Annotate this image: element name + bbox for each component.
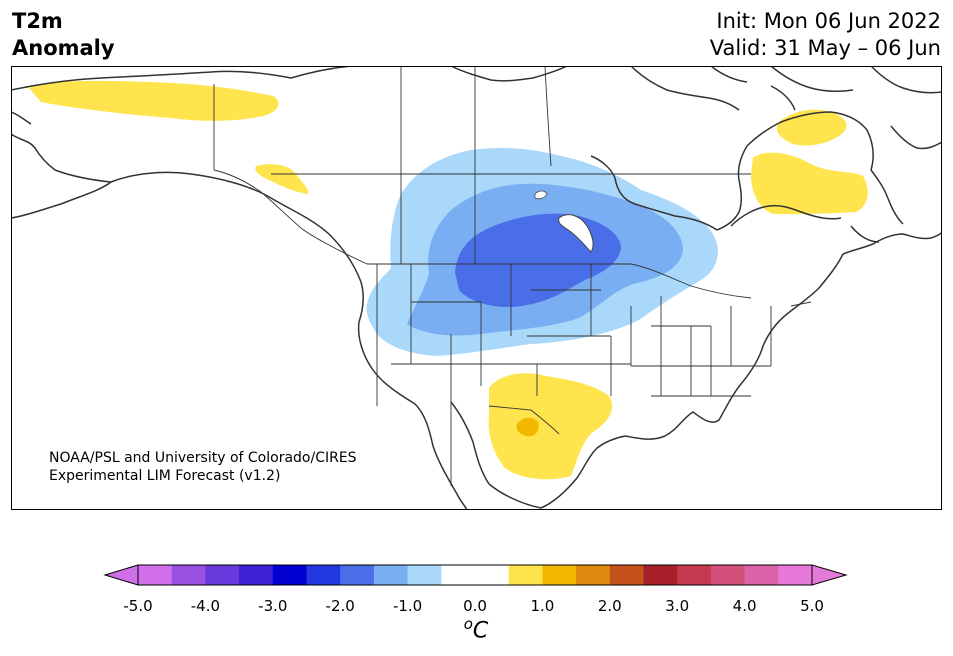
colorbar (103, 564, 848, 586)
warm-anomaly-alaska (29, 80, 279, 121)
warm-anomaly-texas-core (516, 417, 539, 437)
colorbar-segment (306, 565, 341, 585)
anomaly-map (11, 66, 942, 510)
forecast-dates: Init: Mon 06 Jun 2022 Valid: 31 May – 06… (710, 8, 941, 62)
colorbar-tick-label: 0.0 (463, 597, 487, 615)
colorbar-over-triangle (811, 564, 848, 586)
coastlines (11, 66, 942, 510)
colorbar-tick-label: 5.0 (800, 597, 824, 615)
colorbar-tick-label: -1.0 (392, 597, 423, 615)
colorbar-outline (137, 564, 813, 586)
warm-anomaly-labrador (776, 109, 847, 146)
lake-manitoba (534, 190, 548, 200)
colorbar-segment (239, 565, 274, 585)
colorbar-segment (643, 565, 678, 585)
unit-celsius: C (472, 618, 489, 644)
colorbar-segment (542, 565, 577, 585)
colorbar-tick-label: -3.0 (258, 597, 288, 615)
map-title: T2m Anomaly (12, 8, 115, 62)
colorbar-unit: oC (464, 615, 489, 643)
colorbar-segment (609, 565, 645, 585)
colorbar-under-triangle (103, 564, 139, 586)
colorbar-tick-label: -5.0 (123, 597, 153, 615)
colorbar-segment (778, 565, 813, 585)
unit-degree: o (463, 615, 473, 633)
colorbar-segment (744, 565, 779, 585)
colorbar-segment (373, 565, 409, 585)
title-variable: T2m (12, 9, 63, 33)
colorbar-segment (340, 565, 375, 585)
colorbar-segment (272, 565, 308, 585)
colorbar-segment (138, 565, 173, 585)
init-date: Init: Mon 06 Jun 2022 (716, 9, 941, 33)
borders (213, 66, 812, 486)
colorbar-segment (205, 565, 240, 585)
colorbar-tick-label: 1.0 (530, 597, 555, 615)
lake-winnipeg (558, 214, 594, 253)
valid-range: Valid: 31 May – 06 Jun (709, 36, 941, 60)
colorbar-tick-label: -4.0 (190, 597, 221, 615)
colorbar-tick-label: 2.0 (597, 597, 622, 615)
colorbar-segments (138, 565, 813, 585)
colorbar-tick-label: 3.0 (665, 597, 690, 615)
colorbar-segment (441, 565, 476, 585)
warm-anomaly-yukon (255, 164, 309, 194)
colorbar-tick-label: -2.0 (325, 597, 355, 615)
credit-text: NOAA/PSL and University of Colorado/CIRE… (49, 449, 357, 485)
colorbar-segment (677, 565, 712, 585)
colorbar-segment (576, 565, 611, 585)
credit-line-2: Experimental LIM Forecast (v1.2) (49, 468, 281, 484)
colorbar-segment (710, 565, 746, 585)
colorbar-segment (407, 565, 442, 585)
colorbar-segment (171, 565, 206, 585)
warm-anomaly-quebec (751, 152, 868, 214)
title-anomaly: Anomaly (12, 36, 115, 60)
credit-line-1: NOAA/PSL and University of Colorado/CIRE… (49, 450, 357, 466)
colorbar-segment (508, 565, 543, 585)
colorbar-segment (475, 565, 510, 585)
colorbar-tick-label: 4.0 (732, 597, 757, 615)
